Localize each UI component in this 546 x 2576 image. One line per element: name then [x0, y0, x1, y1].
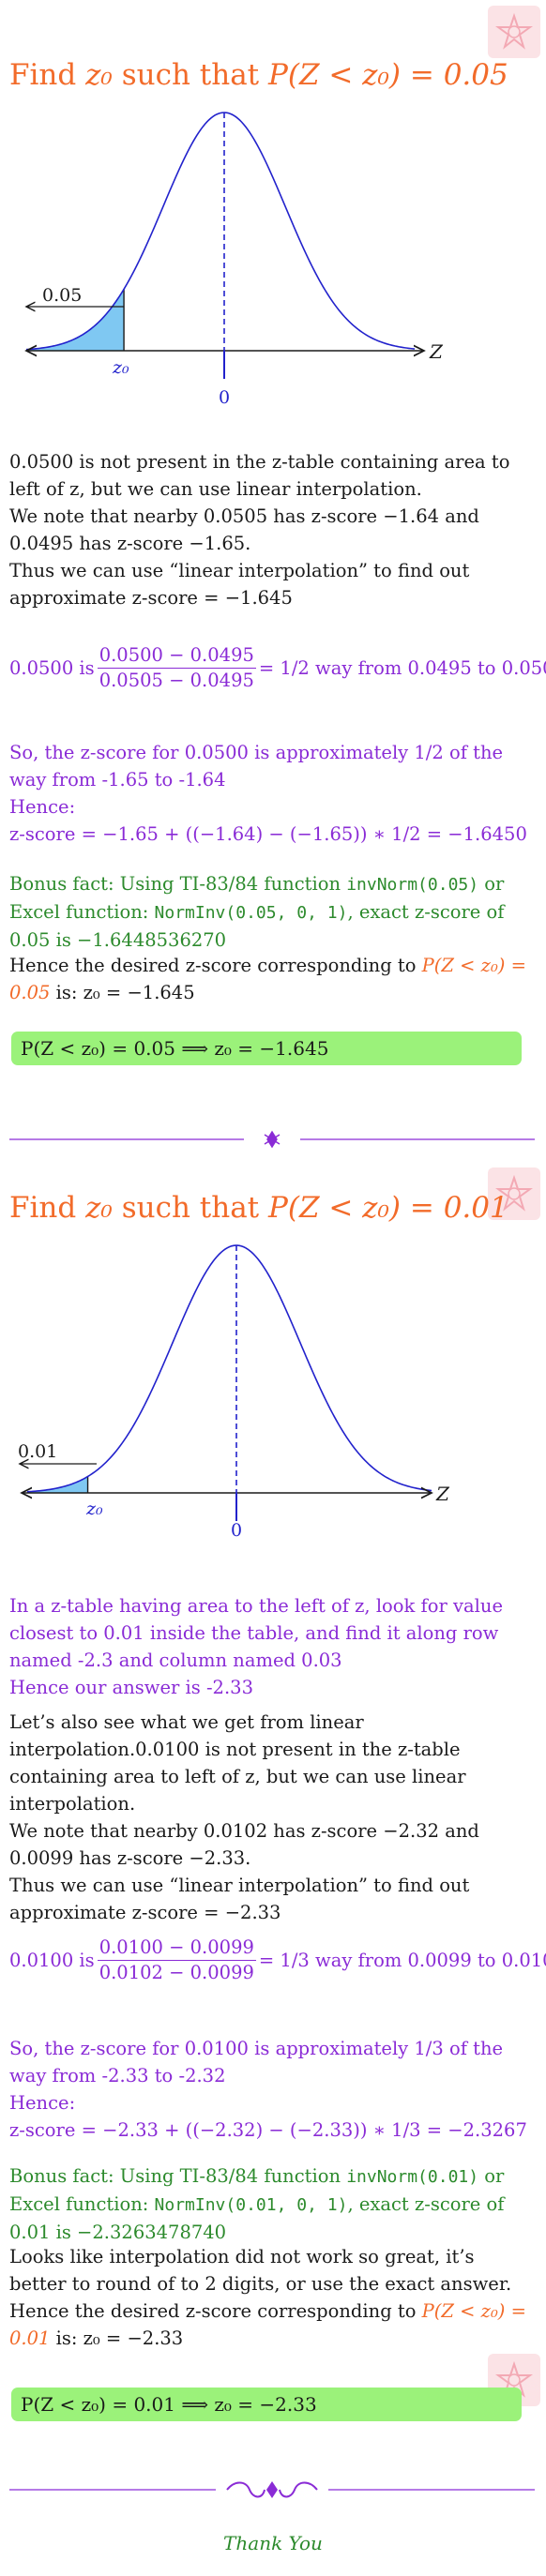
area-label-2: 0.01 — [18, 1441, 57, 1462]
interpolation-fraction-1: 0.0500 is 0.0500 − 0.0495 0.0505 − 0.0495… — [9, 643, 546, 693]
so-hence-block-2: So, the z-score for 0.0100 is approximat… — [9, 2035, 535, 2144]
text-line: So, the z-score for 0.0100 is approximat… — [9, 2035, 535, 2089]
problem-1-title: Find z₀ such that P(Z < z₀) = 0.05 — [9, 58, 508, 92]
explanation-paragraph-2: Let’s also see what we get from linear i… — [9, 1709, 535, 1926]
z0-label-2: z₀ — [85, 1499, 103, 1519]
bonus-fact-2: Bonus fact: Using TI-83/84 function invN… — [9, 2162, 535, 2246]
text-line: Hence our answer is -2.33 — [9, 1674, 535, 1701]
problem-2-title: Find z₀ such that P(Z < z₀) = 0.01 — [9, 1191, 508, 1225]
z-axis-label-2: Z — [435, 1483, 450, 1505]
text-line: Hence: — [9, 793, 535, 821]
star-badge-icon — [488, 6, 540, 58]
normal-curve-graph-2: 0.01 z₀ 0 Z — [14, 1228, 455, 1538]
text-line: Hence: — [9, 2089, 535, 2117]
zero-label-1: 0 — [219, 387, 230, 408]
text-line: Let’s also see what we get from linear i… — [9, 1709, 535, 1817]
normal-curve-graph-1: 0.05 z₀ 0 Z — [19, 105, 450, 414]
extra-note-2: Looks like interpolation did not work so… — [9, 2243, 535, 2297]
interpolation-fraction-2: 0.0100 is 0.0100 − 0.0099 0.0102 − 0.0099… — [9, 1936, 546, 1985]
text-line: So, the z-score for 0.0500 is approximat… — [9, 739, 535, 793]
text-line: z-score = −2.33 + ((−2.32) − (−2.33)) ∗ … — [9, 2117, 535, 2144]
so-hence-block-1: So, the z-score for 0.0500 is approximat… — [9, 739, 535, 848]
bell-curve-1 — [26, 113, 415, 350]
text-line: We note that nearby 0.0505 has z-score −… — [9, 503, 535, 557]
ztable-lookup-2: In a z-table having area to the left of … — [9, 1592, 535, 1701]
footer-divider — [9, 2476, 535, 2504]
bonus-fact-1: Bonus fact: Using TI-83/84 function invN… — [9, 870, 535, 954]
text-line: z-score = −1.65 + ((−1.64) − (−1.65)) ∗ … — [9, 821, 535, 848]
bell-curve-2 — [27, 1245, 432, 1492]
area-label-1: 0.05 — [42, 285, 82, 306]
z-axis-label-1: Z — [429, 340, 444, 363]
text-line: In a z-table having area to the left of … — [9, 1592, 535, 1674]
text-line: Thus we can use “linear interpolation” t… — [9, 557, 535, 611]
answer-box-1: P(Z < z₀) = 0.05 ⟹ z₀ = −1.645 — [11, 1032, 522, 1065]
text-line: We note that nearby 0.0102 has z-score −… — [9, 1817, 535, 1872]
z0-label-1: z₀ — [112, 357, 129, 378]
hence-line-2: Hence the desired z-score corresponding … — [9, 2297, 535, 2352]
text-line: 0.0500 is not present in the z-table con… — [9, 448, 535, 503]
explanation-paragraph-1: 0.0500 is not present in the z-table con… — [9, 448, 535, 611]
answer-box-2: P(Z < z₀) = 0.01 ⟹ z₀ = −2.33 — [11, 2388, 522, 2421]
section-divider-1 — [9, 1125, 535, 1153]
zero-label-2: 0 — [231, 1520, 242, 1538]
hence-line-1: Hence the desired z-score corresponding … — [9, 952, 535, 1006]
thank-you-footer: Thank You — [0, 2532, 546, 2554]
text-line: Thus we can use “linear interpolation” t… — [9, 1872, 535, 1926]
